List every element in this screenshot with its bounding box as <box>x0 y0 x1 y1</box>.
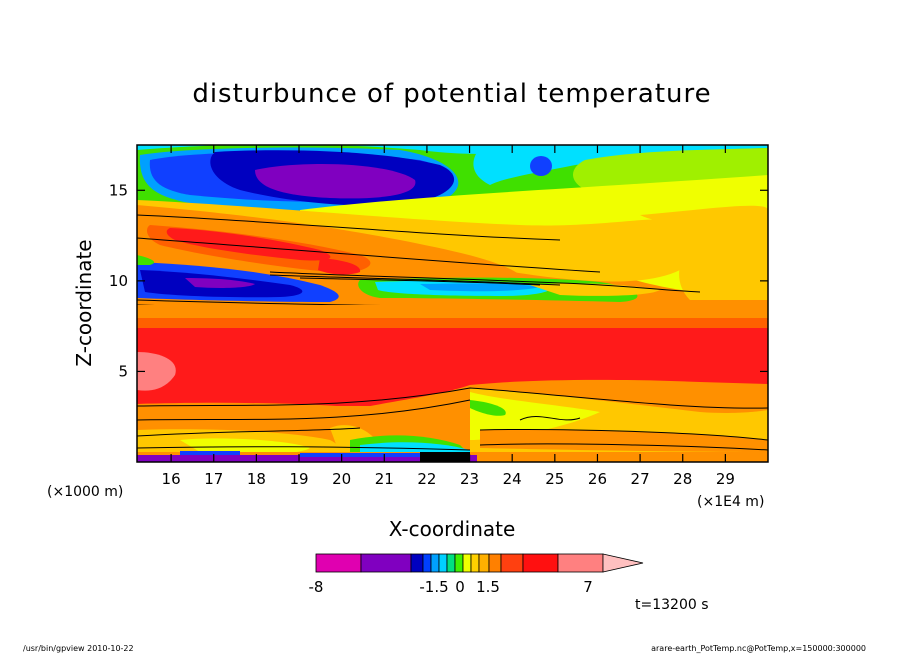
footer-left: /usr/bin/gpview 2010-10-22 <box>23 644 134 653</box>
colorbar-label: 7 <box>583 578 593 596</box>
x-tick-label: 22 <box>417 470 436 488</box>
colorbar-swatch <box>500 553 524 573</box>
colorbar-swatch <box>360 553 412 573</box>
x-tick-label: 25 <box>545 470 564 488</box>
heatmap-field <box>137 145 768 462</box>
x-tick-label: 28 <box>673 470 692 488</box>
x-tick-label: 27 <box>631 470 650 488</box>
colorbar-swatch <box>454 553 464 573</box>
x-unit-left: (×1000 m) <box>47 484 123 500</box>
x-axis-label: X-coordinate <box>389 517 516 541</box>
x-tick-label: 16 <box>162 470 181 488</box>
x-unit-right: (×1E4 m) <box>697 494 764 510</box>
y-tick-label: 15 <box>109 181 128 199</box>
colorbar-label: 1.5 <box>476 578 500 596</box>
plot-frame <box>136 144 769 463</box>
colorbar-swatch <box>522 553 559 573</box>
colorbar-swatch <box>488 553 502 573</box>
colorbar-swatch <box>410 553 424 573</box>
colorbar-swatch <box>557 553 604 573</box>
colorbar-swatch <box>478 553 490 573</box>
colorbar-label: -1.5 <box>419 578 448 596</box>
colorbar-swatch <box>462 553 472 573</box>
x-tick-label: 26 <box>588 470 607 488</box>
x-tick-label: 23 <box>460 470 479 488</box>
x-tick-label: 21 <box>375 470 394 488</box>
chart-title: disturbunce of potential temperature <box>192 79 711 109</box>
colorbar-swatch <box>470 553 480 573</box>
footer-right: arare-earth_PotTemp.nc@PotTemp,x=150000:… <box>651 644 866 653</box>
y-tick-label: 10 <box>109 272 128 290</box>
time-label: t=13200 s <box>635 597 709 613</box>
colorbar: -8 -1.5 0 1.5 7 <box>309 553 644 596</box>
colorbar-swatch <box>430 553 440 573</box>
colorbar-swatch <box>422 553 432 573</box>
colorbar-arrow <box>602 553 644 573</box>
colorbar-swatch <box>446 553 456 573</box>
x-tick-label: 18 <box>247 470 266 488</box>
colorbar-swatch <box>438 553 448 573</box>
colorbar-label: 0 <box>455 578 465 596</box>
x-tick-label: 20 <box>332 470 351 488</box>
y-axis-label: Z-coordinate <box>72 239 96 366</box>
colorbar-swatch <box>315 553 362 573</box>
y-tick-label: 5 <box>118 362 128 380</box>
colorbar-label: -8 <box>309 578 324 596</box>
x-tick-label: 17 <box>204 470 223 488</box>
x-tick-label: 29 <box>716 470 735 488</box>
x-tick-label: 19 <box>289 470 308 488</box>
x-tick-label: 24 <box>503 470 522 488</box>
